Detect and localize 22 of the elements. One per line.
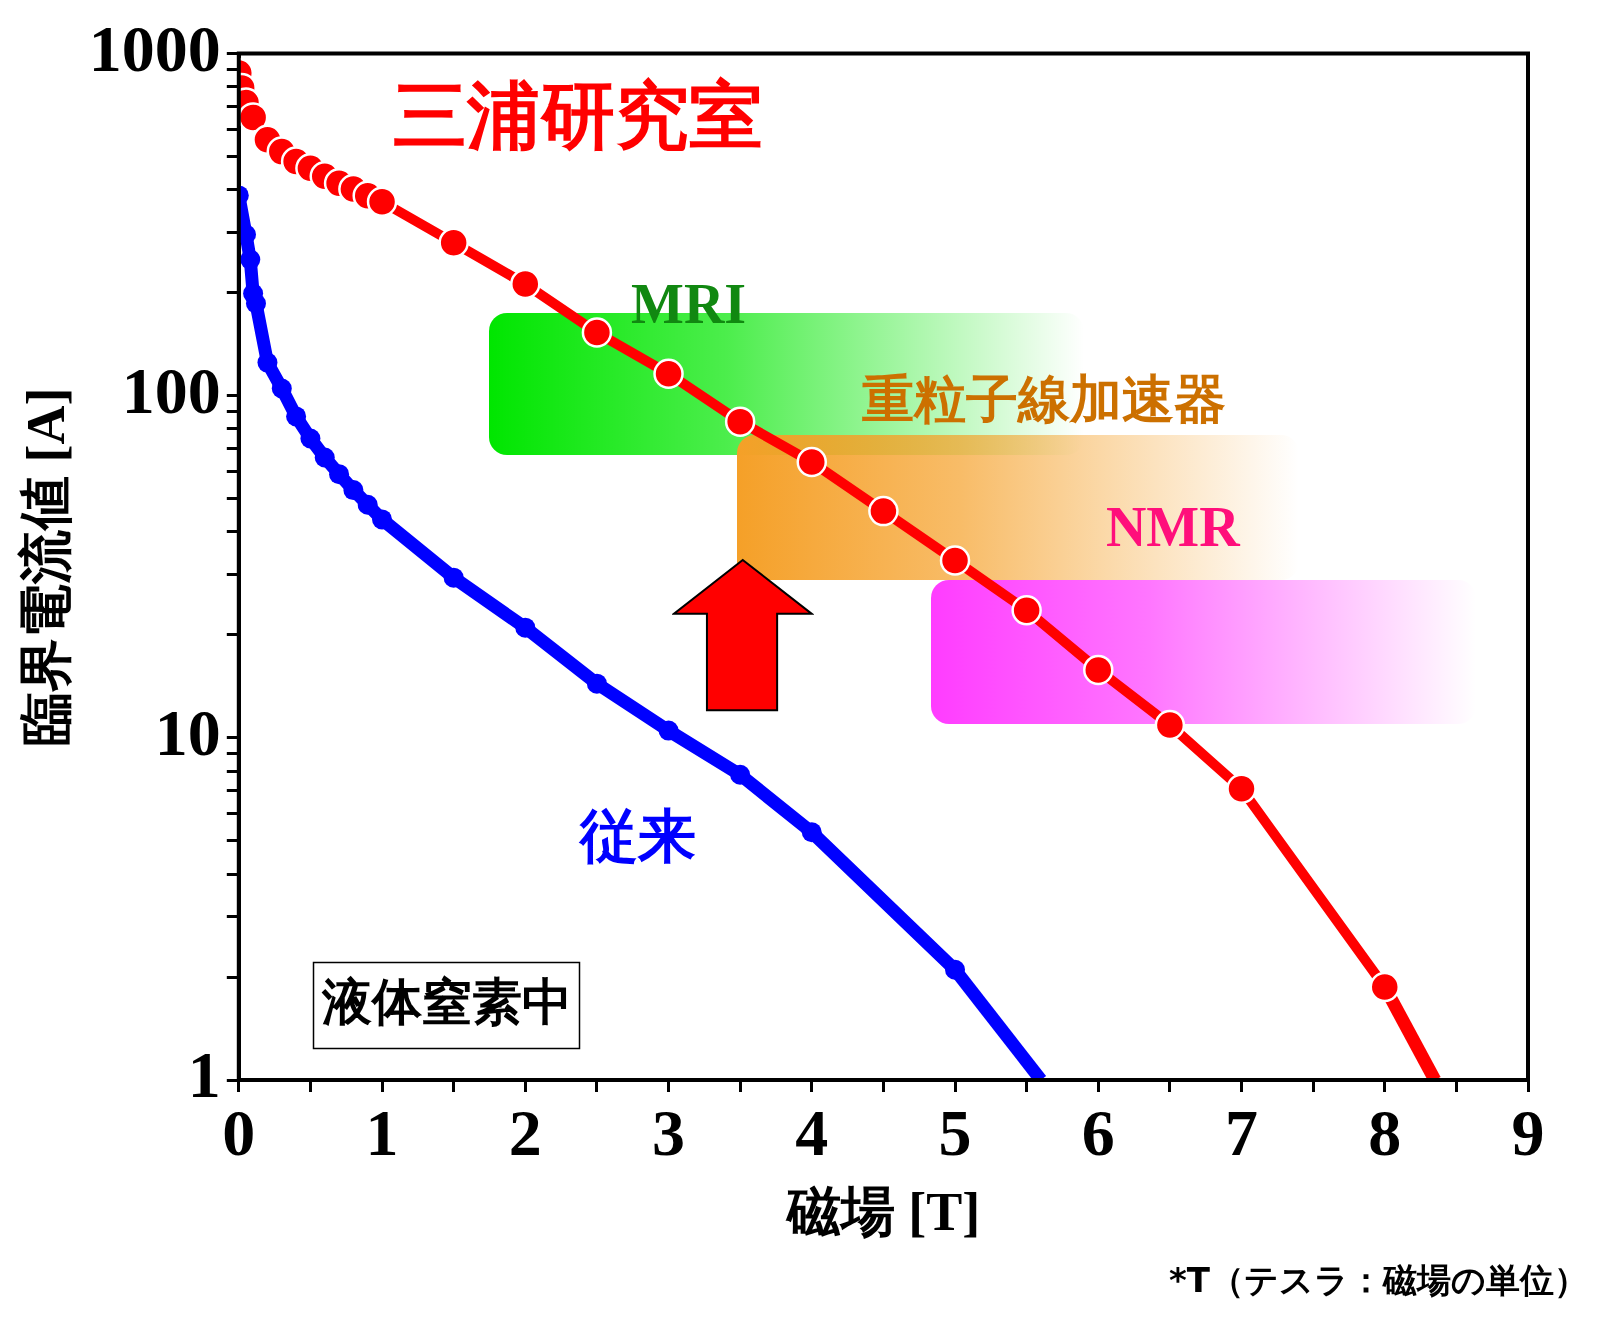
x-tick-label: 3 <box>652 1095 686 1169</box>
series-label: 従来 <box>578 801 697 870</box>
annotation: NMR <box>1105 496 1241 559</box>
x-tick-label: 4 <box>795 1095 829 1169</box>
annotation: 液体窒素中 <box>320 972 572 1031</box>
x-tick-label: 0 <box>222 1095 256 1169</box>
x-tick-label: 9 <box>1511 1095 1545 1169</box>
x-tick-label: 2 <box>508 1095 542 1169</box>
y-tick-label: 100 <box>121 353 221 427</box>
y-tick-label: 10 <box>154 695 221 769</box>
x-axis-title: 磁場 [T] <box>784 1181 981 1242</box>
series-label: 三浦研究室 <box>393 72 764 159</box>
y-tick-label: 1000 <box>88 11 221 85</box>
x-tick-label: 8 <box>1368 1095 1402 1169</box>
x-tick-label: 1 <box>365 1095 399 1169</box>
x-tick-label: 7 <box>1225 1095 1259 1169</box>
x-tick-label: 5 <box>938 1095 972 1169</box>
annotation: 重粒子線加速器 <box>861 368 1226 429</box>
x-tick-label: 6 <box>1081 1095 1115 1169</box>
y-tick-label: 1 <box>187 1038 221 1112</box>
y-axis-title: 臨界電流値 [A] <box>16 387 77 747</box>
text: *T（テスラ：磁場の単位） <box>1169 1259 1588 1300</box>
